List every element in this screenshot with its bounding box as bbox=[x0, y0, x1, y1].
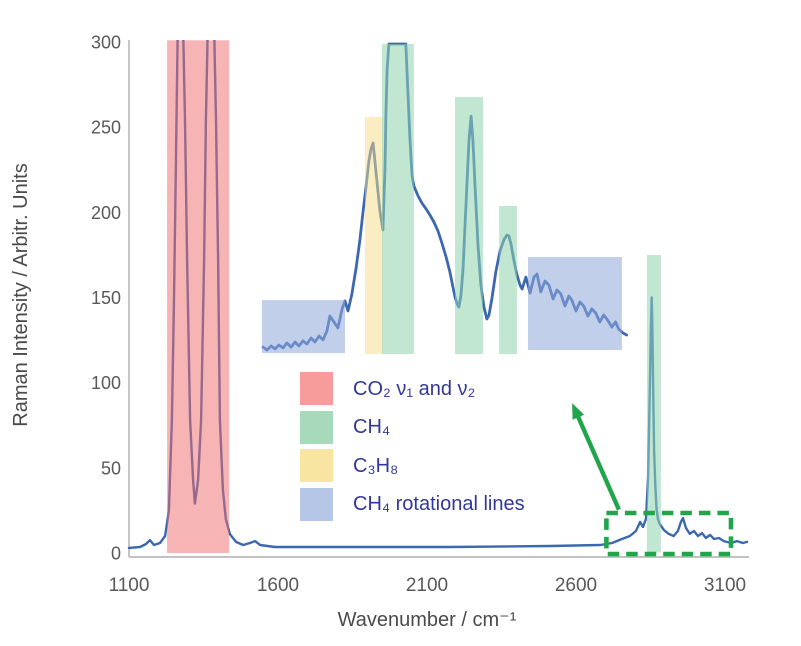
y-tick-150: 150 bbox=[91, 288, 121, 308]
inset-arrow-shaft bbox=[573, 410, 621, 511]
legend-label-0: CO₂ ν₁ and ν₂ bbox=[353, 377, 476, 400]
y-tick-50: 50 bbox=[101, 458, 121, 478]
y-axis-title: Raman Intensity / Arbitr. Units bbox=[10, 163, 32, 426]
legend-swatch-0 bbox=[300, 372, 333, 405]
legend-label-1: CH₄ bbox=[353, 416, 391, 438]
y-tick-100: 100 bbox=[91, 373, 121, 393]
legend-item-2: C₃H₈ bbox=[300, 449, 525, 482]
tick-labels: 0 50 100 150 200 250 300 1100 1600 2100 2600 3100 bbox=[91, 33, 746, 597]
y-tick-0: 0 bbox=[111, 544, 121, 564]
legend-item-1: CH₄ bbox=[300, 410, 525, 444]
inset-ch4-rotational-right-box bbox=[528, 257, 622, 350]
species-highlight-bands bbox=[167, 40, 661, 554]
legend-swatch-1 bbox=[300, 410, 333, 444]
y-tick-200: 200 bbox=[91, 203, 121, 223]
legend-swatch-3 bbox=[300, 487, 333, 521]
inset-ch4-rotational-left-box bbox=[261, 300, 345, 354]
inset-ch4-band-3 bbox=[499, 206, 517, 354]
inset-arrow-head bbox=[572, 403, 585, 420]
x-tick-1100: 1100 bbox=[109, 575, 150, 596]
x-tick-1600: 1600 bbox=[257, 575, 299, 596]
x-axis-title: Wavenumber / cm⁻¹ bbox=[338, 609, 517, 631]
x-tick-3100: 3100 bbox=[704, 575, 746, 596]
inset-c3h8-band bbox=[365, 116, 383, 355]
legend-item-0: CO₂ ν₁ and ν₂ bbox=[300, 372, 525, 405]
inset-ch4-band-1 bbox=[382, 44, 414, 354]
legend-item-3: CH₄ rotational lines bbox=[300, 487, 525, 521]
zoom-region-dashed-box bbox=[604, 510, 734, 557]
x-tick-2100: 2100 bbox=[406, 575, 448, 596]
y-tick-250: 250 bbox=[91, 118, 121, 138]
y-tick-300: 300 bbox=[91, 33, 121, 53]
legend-swatch-2 bbox=[300, 449, 333, 482]
x-tick-2600: 2600 bbox=[555, 575, 597, 596]
legend: CO₂ ν₁ and ν₂ CH₄ C₃H₈ CH₄ rotational lines bbox=[300, 372, 525, 521]
ch4-stretch-band bbox=[646, 254, 661, 553]
annotations bbox=[572, 403, 734, 557]
co2-nu1-nu2-band bbox=[167, 40, 230, 554]
legend-label-2: C₃H₈ bbox=[353, 454, 399, 477]
inset-ch4-band-2 bbox=[455, 97, 483, 354]
legend-label-3: CH₄ rotational lines bbox=[353, 493, 525, 515]
axes bbox=[128, 40, 749, 558]
